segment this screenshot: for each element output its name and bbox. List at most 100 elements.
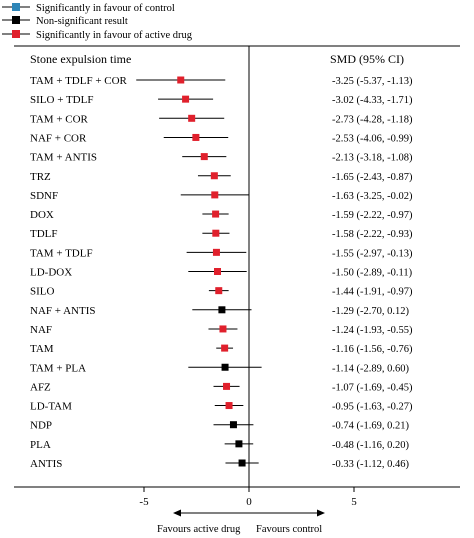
ci-text: -0.33 (-1.12, 0.46) xyxy=(332,459,409,470)
footer-right-label: Favours control xyxy=(256,524,322,535)
forest-row: TRZ -1.65 (-2.43, -0.87) xyxy=(30,171,413,183)
smd-point xyxy=(214,268,221,275)
ci-text: -1.16 (-1.56, -0.76) xyxy=(332,344,413,355)
ci-text: -1.24 (-1.93, -0.55) xyxy=(332,325,413,336)
row-label: NDP xyxy=(30,420,52,432)
ci-text: -1.63 (-3.25, -0.02) xyxy=(332,191,413,202)
row-label: TDLF xyxy=(30,228,58,240)
smd-point xyxy=(223,382,231,390)
ci-text: -1.59 (-2.22, -0.97) xyxy=(332,210,413,221)
forest-row: TAM -1.16 (-1.56, -0.76) xyxy=(30,343,413,355)
legend-marker-active xyxy=(12,30,20,38)
row-label: AFZ xyxy=(30,381,51,393)
forest-row: LD-DOX -1.50 (-2.89, -0.11) xyxy=(30,267,413,279)
ci-text: -1.50 (-2.89, -0.11) xyxy=(332,268,413,279)
forest-row: SILO -1.44 (-1.91, -0.97) xyxy=(30,286,413,298)
forest-row: NAF -1.24 (-1.93, -0.55) xyxy=(30,324,413,336)
row-label: TAM xyxy=(30,343,54,355)
ci-text: -0.48 (-1.16, 0.20) xyxy=(332,440,409,451)
ci-text: -2.73 (-4.28, -1.18) xyxy=(332,114,413,125)
ci-text: -2.53 (-4.06, -0.99) xyxy=(332,133,413,144)
row-label: SILO xyxy=(30,286,55,298)
smd-point xyxy=(221,363,229,371)
row-label: NAF + ANTIS xyxy=(30,305,96,317)
forest-row: TAM + TDLF + COR -3.25 (-5.37, -1.13) xyxy=(30,75,413,87)
row-label: NAF + COR xyxy=(30,132,87,144)
smd-point xyxy=(219,325,227,333)
smd-point xyxy=(212,229,220,237)
legend-label-active: Significantly in favour of active drug xyxy=(36,30,193,41)
x-tick-label: -5 xyxy=(139,496,149,508)
footer-left-label: Favours active drug xyxy=(157,524,241,535)
ci-text: -1.58 (-2.22, -0.93) xyxy=(332,229,413,240)
legend-label-control: Significantly in favour of control xyxy=(36,3,175,14)
ci-text: -1.55 (-2.97, -0.13) xyxy=(332,248,413,259)
forest-row: SDNF -1.63 (-3.25, -0.02) xyxy=(30,190,413,202)
forest-row: NAF + ANTIS -1.29 (-2.70, 0.12) xyxy=(30,305,409,317)
ci-text: -1.07 (-1.69, -0.45) xyxy=(332,382,413,393)
x-tick-label: 0 xyxy=(246,496,252,508)
legend: Significantly in favour of control Non-s… xyxy=(2,3,193,41)
row-label: TRZ xyxy=(30,171,51,183)
row-label: PLA xyxy=(30,439,51,451)
smd-point xyxy=(182,95,190,103)
forest-row: TAM + COR -2.73 (-4.28, -1.18) xyxy=(30,113,413,125)
forest-row: DOX -1.59 (-2.22, -0.97) xyxy=(30,209,413,221)
smd-point xyxy=(211,191,219,199)
smd-point xyxy=(229,421,237,429)
smd-point xyxy=(215,287,223,295)
forest-row: PLA -0.48 (-1.16, 0.20) xyxy=(30,439,409,451)
smd-point xyxy=(210,172,218,180)
x-axis-ticks: -5 0 5 xyxy=(139,487,357,508)
row-label: SILO + TDLF xyxy=(30,94,93,106)
ci-text: -3.25 (-5.37, -1.13) xyxy=(332,76,413,87)
smd-point xyxy=(221,344,229,352)
header-right: SMD (95% CI) xyxy=(330,52,404,66)
row-label: TAM + TDLF xyxy=(30,247,93,259)
ci-text: -2.13 (-3.18, -1.08) xyxy=(332,153,413,164)
forest-row: TAM + TDLF -1.55 (-2.97, -0.13) xyxy=(30,247,413,259)
ci-text: -0.74 (-1.69, 0.21) xyxy=(332,421,409,432)
row-label: NAF xyxy=(30,324,52,336)
smd-point xyxy=(177,76,185,84)
smd-point xyxy=(200,153,208,161)
legend-marker-control xyxy=(12,3,20,11)
ci-text: -1.14 (-2.89, 0.60) xyxy=(332,363,409,374)
ci-text: -1.65 (-2.43, -0.87) xyxy=(332,172,413,183)
smd-point xyxy=(218,306,226,314)
direction-arrow-right-head xyxy=(317,509,325,517)
x-tick-label: 5 xyxy=(351,496,357,508)
legend-label-nonsignificant: Non-significant result xyxy=(36,16,128,27)
smd-point xyxy=(238,459,246,467)
direction-arrow-left-head xyxy=(173,509,181,517)
smd-point xyxy=(212,248,220,256)
row-label: LD-DOX xyxy=(30,267,72,279)
row-label: TAM + TDLF + COR xyxy=(30,75,128,87)
forest-row: TDLF -1.58 (-2.22, -0.93) xyxy=(30,228,413,240)
row-label: SDNF xyxy=(30,190,58,202)
direction-footer: Favours active drug Favours control xyxy=(157,509,325,535)
row-label: DOX xyxy=(30,209,54,221)
forest-row: NDP -0.74 (-1.69, 0.21) xyxy=(30,420,409,432)
forest-row: SILO + TDLF -3.02 (-4.33, -1.71) xyxy=(30,94,413,106)
row-label: TAM + ANTIS xyxy=(30,152,97,164)
smd-point xyxy=(235,440,243,448)
ci-text: -3.02 (-4.33, -1.71) xyxy=(332,95,413,106)
row-label: LD-TAM xyxy=(30,401,72,413)
row-label: ANTIS xyxy=(30,458,62,470)
forest-row: ANTIS -0.33 (-1.12, 0.46) xyxy=(30,458,409,470)
legend-marker-nonsignificant xyxy=(12,16,20,24)
ci-text: -1.29 (-2.70, 0.12) xyxy=(332,306,409,317)
ci-text: -1.44 (-1.91, -0.97) xyxy=(332,287,413,298)
forest-row: LD-TAM -0.95 (-1.63, -0.27) xyxy=(30,401,413,413)
row-label: TAM + PLA xyxy=(30,362,86,374)
smd-point xyxy=(212,210,220,218)
forest-row: AFZ -1.07 (-1.69, -0.45) xyxy=(30,381,413,393)
ci-text: -0.95 (-1.63, -0.27) xyxy=(332,402,413,413)
forest-rows: TAM + TDLF + COR -3.25 (-5.37, -1.13) SILO… xyxy=(30,75,413,470)
forest-row: TAM + PLA -1.14 (-2.89, 0.60) xyxy=(30,362,409,374)
smd-point xyxy=(225,402,233,410)
smd-point xyxy=(188,114,196,122)
forest-row: NAF + COR -2.53 (-4.06, -0.99) xyxy=(30,132,413,144)
